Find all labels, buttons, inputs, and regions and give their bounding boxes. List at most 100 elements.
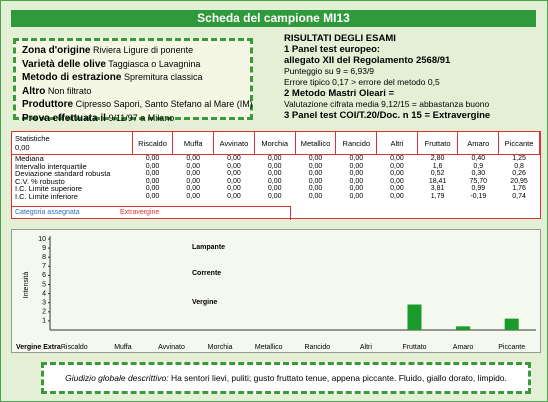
result-heading: 1 Panel test europeo: — [284, 44, 381, 55]
cell: 0,00 — [186, 185, 201, 193]
cell: 0,00 — [227, 155, 241, 162]
cell: 1,76 — [512, 185, 526, 193]
y-tick-label: 8 — [42, 254, 46, 261]
info-value: Taggiasca o Lavagnina — [108, 58, 201, 69]
cell: 0,00 — [267, 185, 282, 193]
info-label: Metodo di estrazione — [22, 72, 122, 83]
data-row: Mediana 0,00 0,00 0,00 0,00 0,00 0,00 0,00 2,80 0… — [12, 155, 540, 163]
zone-label: Lampante — [192, 244, 225, 251]
x-tick-label: Piccante — [498, 344, 525, 351]
row-label: Intervallo interquartile — [15, 161, 87, 171]
cell: 0,00 — [145, 177, 160, 185]
cell: 3,81 — [430, 185, 445, 193]
result-heading: allegato XII del Regolamento 2568/91 — [284, 55, 451, 66]
cell: 0,00 — [145, 170, 160, 178]
cell: 75,70 — [469, 177, 488, 185]
zone-label: Corrente — [192, 270, 221, 277]
cell: 20,95 — [510, 177, 528, 185]
column-header: Morchia — [254, 132, 296, 155]
cell: 0,00 — [227, 185, 241, 193]
cell: 0,00 — [145, 155, 160, 162]
cell: 0,8 — [514, 162, 524, 170]
info-label: Zona d'origine — [22, 45, 91, 56]
title-bar: Scheda del campione MI13 — [11, 10, 536, 27]
cell: 0,00 — [390, 185, 404, 193]
data-row: Deviazione standard robusta 0,00 0,00 0,00 0… — [12, 170, 540, 178]
info-value: Riviera Ligure di ponente — [93, 45, 194, 55]
row-label: Deviazione standard robusta — [15, 169, 111, 179]
cell: 0,26 — [512, 170, 526, 178]
y-tick-label: 3 — [42, 300, 46, 307]
row-label: Mediana — [15, 154, 44, 163]
cell: 0,99 — [471, 185, 486, 193]
zone-label: Vergine — [192, 299, 217, 306]
x-tick-label: Fruttato — [402, 344, 426, 351]
column-header: Piccante — [498, 132, 540, 155]
cell: 0,9 — [473, 162, 484, 170]
bar — [504, 318, 519, 330]
info-row: Produttore Cipresso Sapori, Santo Stefan… — [22, 98, 253, 112]
info-row: Zona d'origine Riviera Ligure di ponente — [22, 44, 250, 58]
cell: 0,00 — [349, 185, 364, 193]
column-header: Amaro — [457, 132, 500, 155]
info-row: Altro Non filtrato — [22, 85, 250, 99]
column-header: Riscaldo — [132, 132, 174, 155]
zone-label: Vergine Extra — [16, 344, 61, 351]
category-row: Categoria assegnata Extravergine — [12, 206, 291, 220]
results: RISULTATI DEGLI ESAMI 1 Panel test europe… — [284, 33, 539, 121]
data-row: I.C. Limite inferiore 0,00 0,00 0,00 0,00 0,0… — [12, 193, 540, 201]
column-header: Muffa — [172, 132, 215, 155]
sample-info: Zona d'origine Riviera Ligure di ponente… — [13, 38, 253, 124]
cell: 0,00 — [308, 192, 323, 200]
cell: 0,00 — [390, 177, 404, 185]
cell: 0,00 — [186, 155, 201, 162]
data-row: C.V. % robusto 0,00 0,00 0,00 0,00 0,00 0,00 0,… — [12, 178, 540, 186]
footer-label: Giudizio globale descrittivo: — [65, 373, 169, 383]
cell: 1,79 — [430, 192, 445, 200]
cell: 0,00 — [308, 177, 323, 185]
x-tick-label: Morchia — [208, 344, 233, 351]
footer: Giudizio globale descrittivo: Ha sentori… — [41, 362, 531, 394]
result-heading: 2 Metodo Mastri Oleari = — [284, 88, 395, 99]
chart: 1 2 3 4 5 6 7 8 9 10 Intensità Lampante Corrente Verg… — [16, 236, 536, 351]
column-header: Avvinato — [213, 132, 255, 155]
corner-text: Statistiche — [15, 134, 50, 143]
y-tick-label: 9 — [42, 245, 46, 252]
cell: 1,25 — [512, 155, 526, 162]
result-detail: Valutazione cifrata media 9,12/15 = abba… — [284, 99, 490, 109]
cell: 0,52 — [430, 170, 445, 178]
cell: 0,00 — [186, 177, 201, 185]
cell: 0,74 — [512, 192, 526, 200]
cell: 0,00 — [267, 155, 282, 162]
cell: 0,00 — [308, 162, 323, 170]
result-detail: Errore tipico 0,17 > errore del metodo 0… — [284, 77, 440, 87]
stats-table-box: Statistiche 0,00 Riscaldo Muffa Avvinato Morc… — [11, 131, 541, 220]
info-label: Prova effettuata il — [22, 112, 106, 124]
bar — [456, 326, 471, 330]
info-label: Produttore — [22, 99, 74, 110]
footer-text: Ha sentori lievi, puliti; gusto fruttato… — [170, 373, 507, 383]
cell: 0,00 — [308, 170, 323, 178]
cell: 0,00 — [267, 162, 282, 170]
header-row: Statistiche 0,00 Riscaldo Muffa Avvinato Morc… — [12, 132, 540, 155]
cell: 0,00 — [390, 192, 404, 200]
y-tick-label: 10 — [38, 236, 46, 243]
cell: 0,00 — [390, 162, 404, 170]
cell: 0,00 — [349, 170, 364, 178]
x-tick-label: Metallico — [255, 344, 283, 351]
cell: 0,00 — [349, 155, 364, 162]
cell: 0,00 — [267, 177, 282, 185]
info-value: Non filtrato — [47, 85, 92, 96]
info-row: Metodo di estrazione Spremitura classica — [22, 71, 250, 85]
cell: 0,00 — [267, 192, 282, 200]
cell: 0,00 — [145, 192, 160, 200]
category-label: Categoria assegnata — [15, 209, 80, 216]
x-tick-label: Rancido — [304, 344, 330, 351]
cell: 0,00 — [308, 185, 323, 193]
cell: 0,00 — [227, 192, 241, 200]
column-header: Altri — [376, 132, 418, 155]
x-tick-label: Amaro — [453, 344, 474, 351]
result-heading: 3 Panel test COI/T.20/Doc. n 15 = Extrav… — [284, 110, 491, 121]
bar — [407, 304, 422, 330]
info-row: Prova effettuata il 9/11/97 a Milano — [22, 112, 250, 126]
